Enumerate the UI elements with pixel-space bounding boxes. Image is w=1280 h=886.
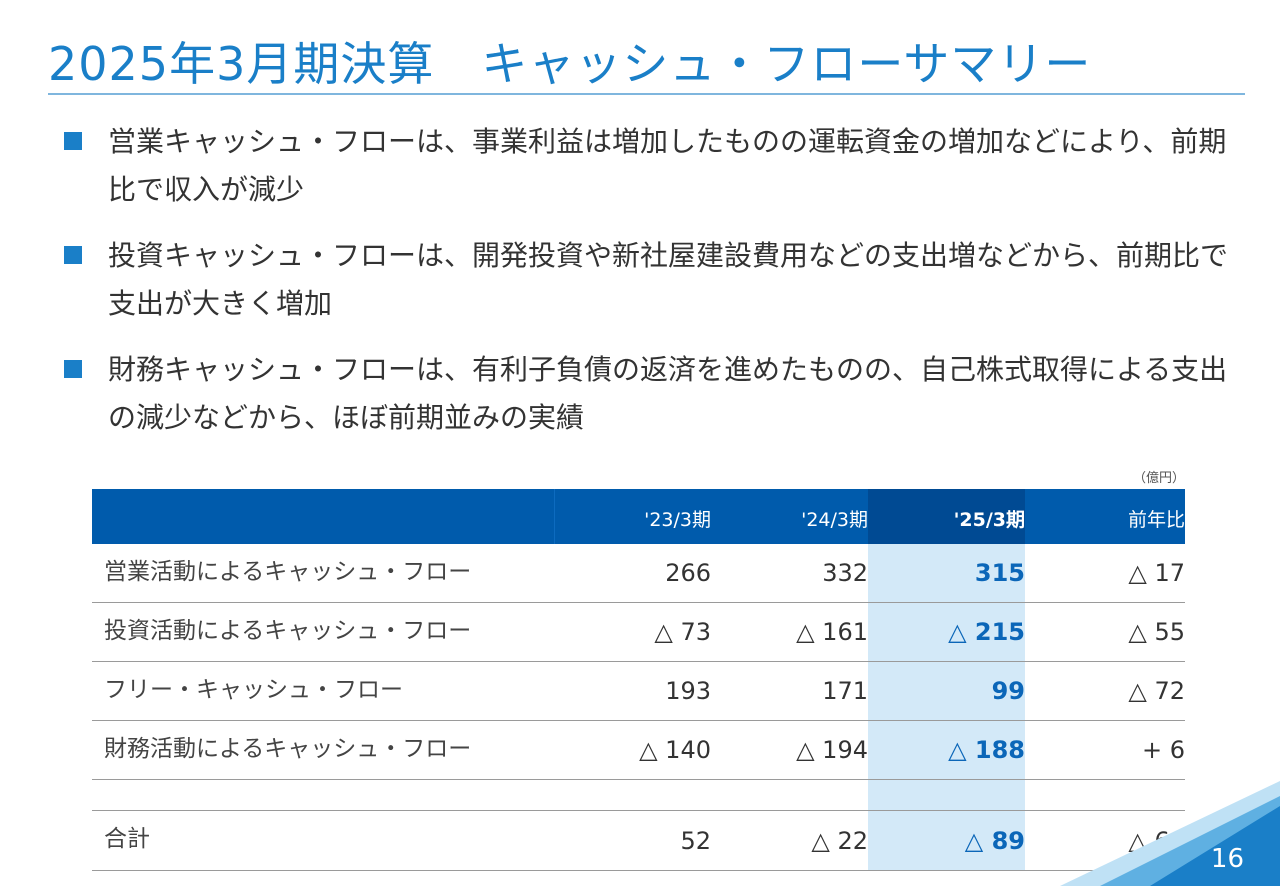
row-label: フリー・キャッシュ・フロー xyxy=(92,661,554,721)
table-spacer-row xyxy=(92,779,1185,811)
bullet-text: 投資キャッシュ・フローは、開発投資や新社屋建設費用などの支出増などから、前期比で… xyxy=(108,239,1229,320)
cell-yoy: △ 72 xyxy=(1025,661,1185,721)
corner-decoration xyxy=(1060,781,1280,886)
header-fy25: '25/3期 xyxy=(868,489,1025,544)
table-row: 投資活動によるキャッシュ・フロー △ 73 △ 161 △ 215 △ 55 xyxy=(92,602,1185,662)
header-label xyxy=(92,489,555,544)
total-label: 合計 xyxy=(92,810,554,871)
square-bullet-icon xyxy=(64,360,82,378)
spacer-cell xyxy=(92,779,554,811)
cell-fy25: 99 xyxy=(868,661,1025,721)
table-row: 営業活動によるキャッシュ・フロー 266 332 315 △ 17 xyxy=(92,544,1185,603)
cell-yoy: △ 17 xyxy=(1025,544,1185,603)
cell-fy24: △ 194 xyxy=(711,720,868,780)
header-fy24: '24/3期 xyxy=(711,489,868,544)
page-title: 2025年3月期決算 キャッシュ・フローサマリー xyxy=(48,37,1092,91)
square-bullet-icon xyxy=(64,246,82,264)
table-total-row: 合計 52 △ 22 △ 89 △ 66 xyxy=(92,810,1185,871)
table-row: 財務活動によるキャッシュ・フロー △ 140 △ 194 △ 188 + 6 xyxy=(92,720,1185,780)
cell-fy23: △ 140 xyxy=(554,720,711,780)
bullet-financing: 財務キャッシュ・フローは、有利子負債の返済を進めたものの、自己株式取得による支出… xyxy=(62,346,1242,442)
page-number: 16 xyxy=(1210,844,1244,874)
spacer-cell xyxy=(1025,779,1185,811)
cell-yoy: △ 55 xyxy=(1025,602,1185,662)
title-divider xyxy=(48,93,1245,95)
row-label: 投資活動によるキャッシュ・フロー xyxy=(92,602,554,662)
cell-fy24: 171 xyxy=(711,661,868,721)
unit-label: （億円） xyxy=(1132,471,1185,486)
table-header-row: '23/3期 '24/3期 '25/3期 前年比 xyxy=(92,489,1185,544)
row-label: 営業活動によるキャッシュ・フロー xyxy=(92,544,554,603)
bullet-list: 営業キャッシュ・フローは、事業利益は増加したものの運転資金の増加などにより、前期… xyxy=(62,118,1242,460)
table-row: フリー・キャッシュ・フロー 193 171 99 △ 72 xyxy=(92,661,1185,721)
cell-fy25: △ 188 xyxy=(868,720,1025,780)
bullet-operating: 営業キャッシュ・フローは、事業利益は増加したものの運転資金の増加などにより、前期… xyxy=(62,118,1242,214)
total-fy25: △ 89 xyxy=(868,810,1025,871)
spacer-cell xyxy=(711,779,868,811)
total-fy23: 52 xyxy=(554,810,711,871)
square-bullet-icon xyxy=(64,132,82,150)
row-label: 財務活動によるキャッシュ・フロー xyxy=(92,720,554,780)
cell-fy24: 332 xyxy=(711,544,868,603)
cell-fy23: △ 73 xyxy=(554,602,711,662)
cell-fy23: 266 xyxy=(554,544,711,603)
header-fy23: '23/3期 xyxy=(554,489,711,544)
spacer-cell xyxy=(868,779,1025,811)
bullet-text: 財務キャッシュ・フローは、有利子負債の返済を進めたものの、自己株式取得による支出… xyxy=(108,353,1228,434)
spacer-cell xyxy=(554,779,711,811)
cell-fy25: △ 215 xyxy=(868,602,1025,662)
cell-fy23: 193 xyxy=(554,661,711,721)
cell-yoy: + 6 xyxy=(1025,720,1185,780)
header-yoy: 前年比 xyxy=(1025,489,1185,544)
bullet-investing: 投資キャッシュ・フローは、開発投資や新社屋建設費用などの支出増などから、前期比で… xyxy=(62,232,1242,328)
total-fy24: △ 22 xyxy=(711,810,868,871)
cell-fy25: 315 xyxy=(868,544,1025,603)
bullet-text: 営業キャッシュ・フローは、事業利益は増加したものの運転資金の増加などにより、前期… xyxy=(108,125,1227,206)
cell-fy24: △ 161 xyxy=(711,602,868,662)
cash-flow-table: '23/3期 '24/3期 '25/3期 前年比 営業活動によるキャッシュ・フロ… xyxy=(92,489,1185,871)
